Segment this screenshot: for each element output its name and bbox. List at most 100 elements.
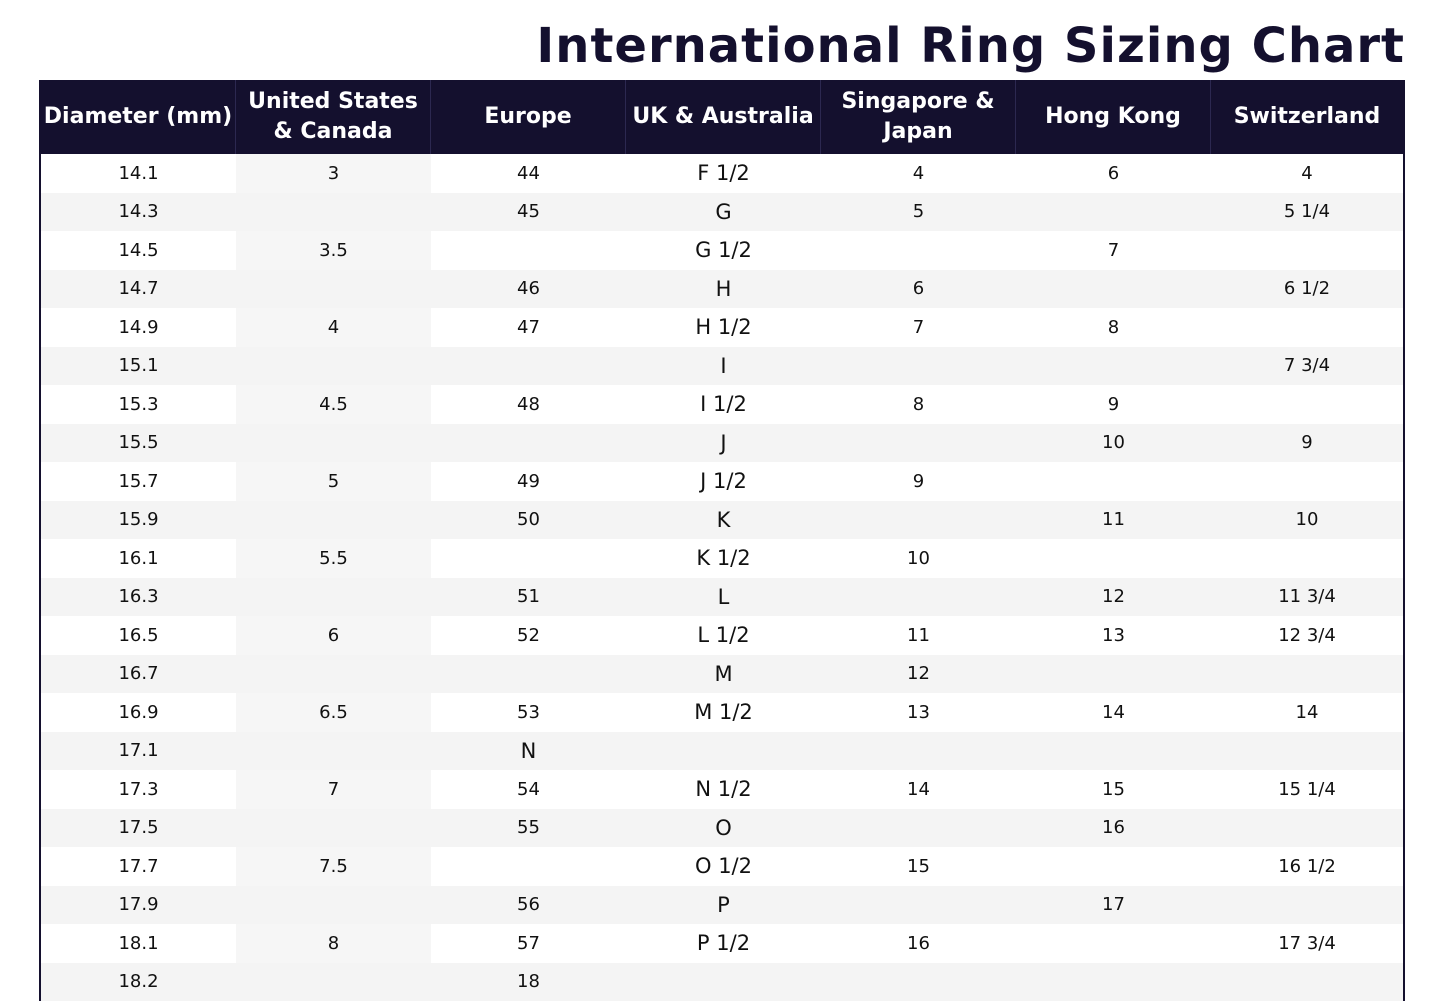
- table-cell: 16.5: [118, 624, 159, 646]
- table-cell: 15.7: [118, 470, 159, 492]
- table-cell: K: [716, 507, 731, 532]
- table-cell: 12 3/4: [1278, 624, 1336, 646]
- table-cell: [1016, 462, 1211, 501]
- table-cell: [236, 578, 431, 617]
- table-cell: [431, 424, 626, 463]
- table-cell: 17: [1102, 894, 1125, 916]
- table-cell: N: [520, 738, 537, 763]
- table-cell: 57: [517, 932, 540, 954]
- table-cell: 17.9: [118, 894, 159, 916]
- table-cell: [1211, 809, 1403, 848]
- table-cell: [821, 578, 1016, 617]
- table-cell: 8: [1107, 316, 1120, 338]
- table-cell: 14: [1102, 701, 1125, 723]
- table-cell: [1016, 847, 1211, 886]
- table-body: 14.1 3 44 F 1/2 4 6 4 14.3 45 G 5 5 1/4 14.5 3.5 G 1/2…: [41, 154, 1403, 1001]
- table-cell: 16 1/2: [1278, 855, 1336, 877]
- table-cell: 10: [907, 547, 930, 569]
- table-cell: 14: [1295, 701, 1319, 723]
- table-cell: [821, 347, 1016, 386]
- table-cell: 5 1/4: [1283, 201, 1331, 223]
- table-cell: 5: [236, 462, 431, 501]
- table-cell: L: [717, 584, 730, 609]
- table-cell: [1016, 270, 1211, 309]
- table-cell: 12: [907, 663, 930, 685]
- table-cell: F 1/2: [697, 161, 750, 186]
- table-cell: 16.3: [118, 586, 159, 608]
- table-cell: [1211, 963, 1403, 1001]
- table-cell: 7 3/4: [1283, 355, 1331, 377]
- table-cell: 51: [517, 586, 540, 608]
- table-cell: P: [717, 892, 730, 917]
- table-cell: 3.5: [236, 231, 431, 270]
- table-cell: G: [715, 199, 732, 224]
- table-cell: 6: [1107, 162, 1120, 184]
- table-cell: 15: [907, 855, 930, 877]
- table-cell: 49: [517, 470, 540, 492]
- table-cell: [821, 886, 1016, 925]
- table-cell: N 1/2: [695, 777, 752, 802]
- column-header: Switzerland: [1233, 104, 1381, 129]
- table-cell: [431, 847, 626, 886]
- table-row: 14.5 3.5 G 1/2 7: [41, 231, 1403, 270]
- table-cell: 14.5: [118, 239, 159, 261]
- table-cell: 55: [517, 817, 540, 839]
- table-cell: [1016, 347, 1211, 386]
- table-cell: 16.1: [118, 547, 159, 569]
- table-cell: 15 1/4: [1278, 778, 1336, 800]
- table-cell: 14.7: [118, 278, 159, 300]
- table-cell: [1016, 924, 1211, 963]
- table-cell: [1016, 539, 1211, 578]
- column-header: Singapore & Japan: [821, 80, 1016, 154]
- table-cell: 7: [1107, 239, 1120, 261]
- table-cell: [1211, 462, 1403, 501]
- table-cell: [626, 732, 821, 771]
- table-cell: 4.5: [236, 385, 431, 424]
- table-cell: 4: [236, 308, 431, 347]
- table-row: 17.1 N: [41, 731, 1403, 771]
- table-cell: 44: [517, 162, 540, 184]
- table-cell: [821, 231, 1016, 270]
- table-cell: H: [715, 276, 732, 301]
- table-cell: 15.3: [118, 393, 159, 415]
- table-cell: [431, 347, 626, 386]
- table-cell: 46: [517, 278, 540, 300]
- table-cell: 47: [517, 316, 540, 338]
- table-cell: 17 3/4: [1278, 932, 1336, 954]
- column-header: Hong Kong: [1016, 80, 1211, 154]
- table-row: 18.1 8 57 P 1/2 16 17 3/4: [41, 924, 1403, 963]
- table-cell: 17.3: [118, 778, 159, 800]
- table-row: 15.5 J 10 9: [41, 423, 1403, 463]
- table-header: Diameter (mm) United States & Canada Europ…: [41, 80, 1403, 154]
- table-cell: 3: [236, 154, 431, 193]
- table-cell: 15.1: [118, 355, 159, 377]
- table-cell: [1211, 886, 1403, 925]
- column-header: Diameter (mm): [41, 80, 236, 154]
- table-row: 17.3 7 54 N 1/2 14 15 15 1/4: [41, 770, 1403, 809]
- table-cell: 13: [1102, 624, 1125, 646]
- table-cell: 5.5: [236, 539, 431, 578]
- table-cell: [1211, 231, 1403, 270]
- table-cell: 4: [912, 162, 925, 184]
- table-cell: 5: [912, 201, 925, 223]
- table-row: 14.9 4 47 H 1/2 7 8: [41, 308, 1403, 347]
- table-cell: [821, 501, 1016, 540]
- table-cell: 8: [912, 393, 925, 415]
- table-cell: 15: [1102, 778, 1125, 800]
- table-row: 16.1 5.5 K 1/2 10: [41, 539, 1403, 578]
- table-cell: [821, 732, 1016, 771]
- table-cell: 6.5: [236, 693, 431, 732]
- table-cell: 9: [912, 470, 925, 492]
- column-header: United States & Canada: [236, 80, 431, 154]
- table-cell: [1211, 308, 1403, 347]
- table-cell: 45: [517, 201, 540, 223]
- table-cell: M: [714, 661, 733, 686]
- table-row: 16.7 M 12: [41, 654, 1403, 693]
- table-row: 15.7 5 49 J 1/2 9: [41, 462, 1403, 501]
- table-cell: 53: [517, 701, 540, 723]
- table-cell: [236, 193, 431, 232]
- table-cell: 50: [517, 509, 540, 531]
- table-cell: [431, 539, 626, 578]
- table-cell: 4: [1301, 162, 1313, 184]
- table-cell: 6: [236, 616, 431, 655]
